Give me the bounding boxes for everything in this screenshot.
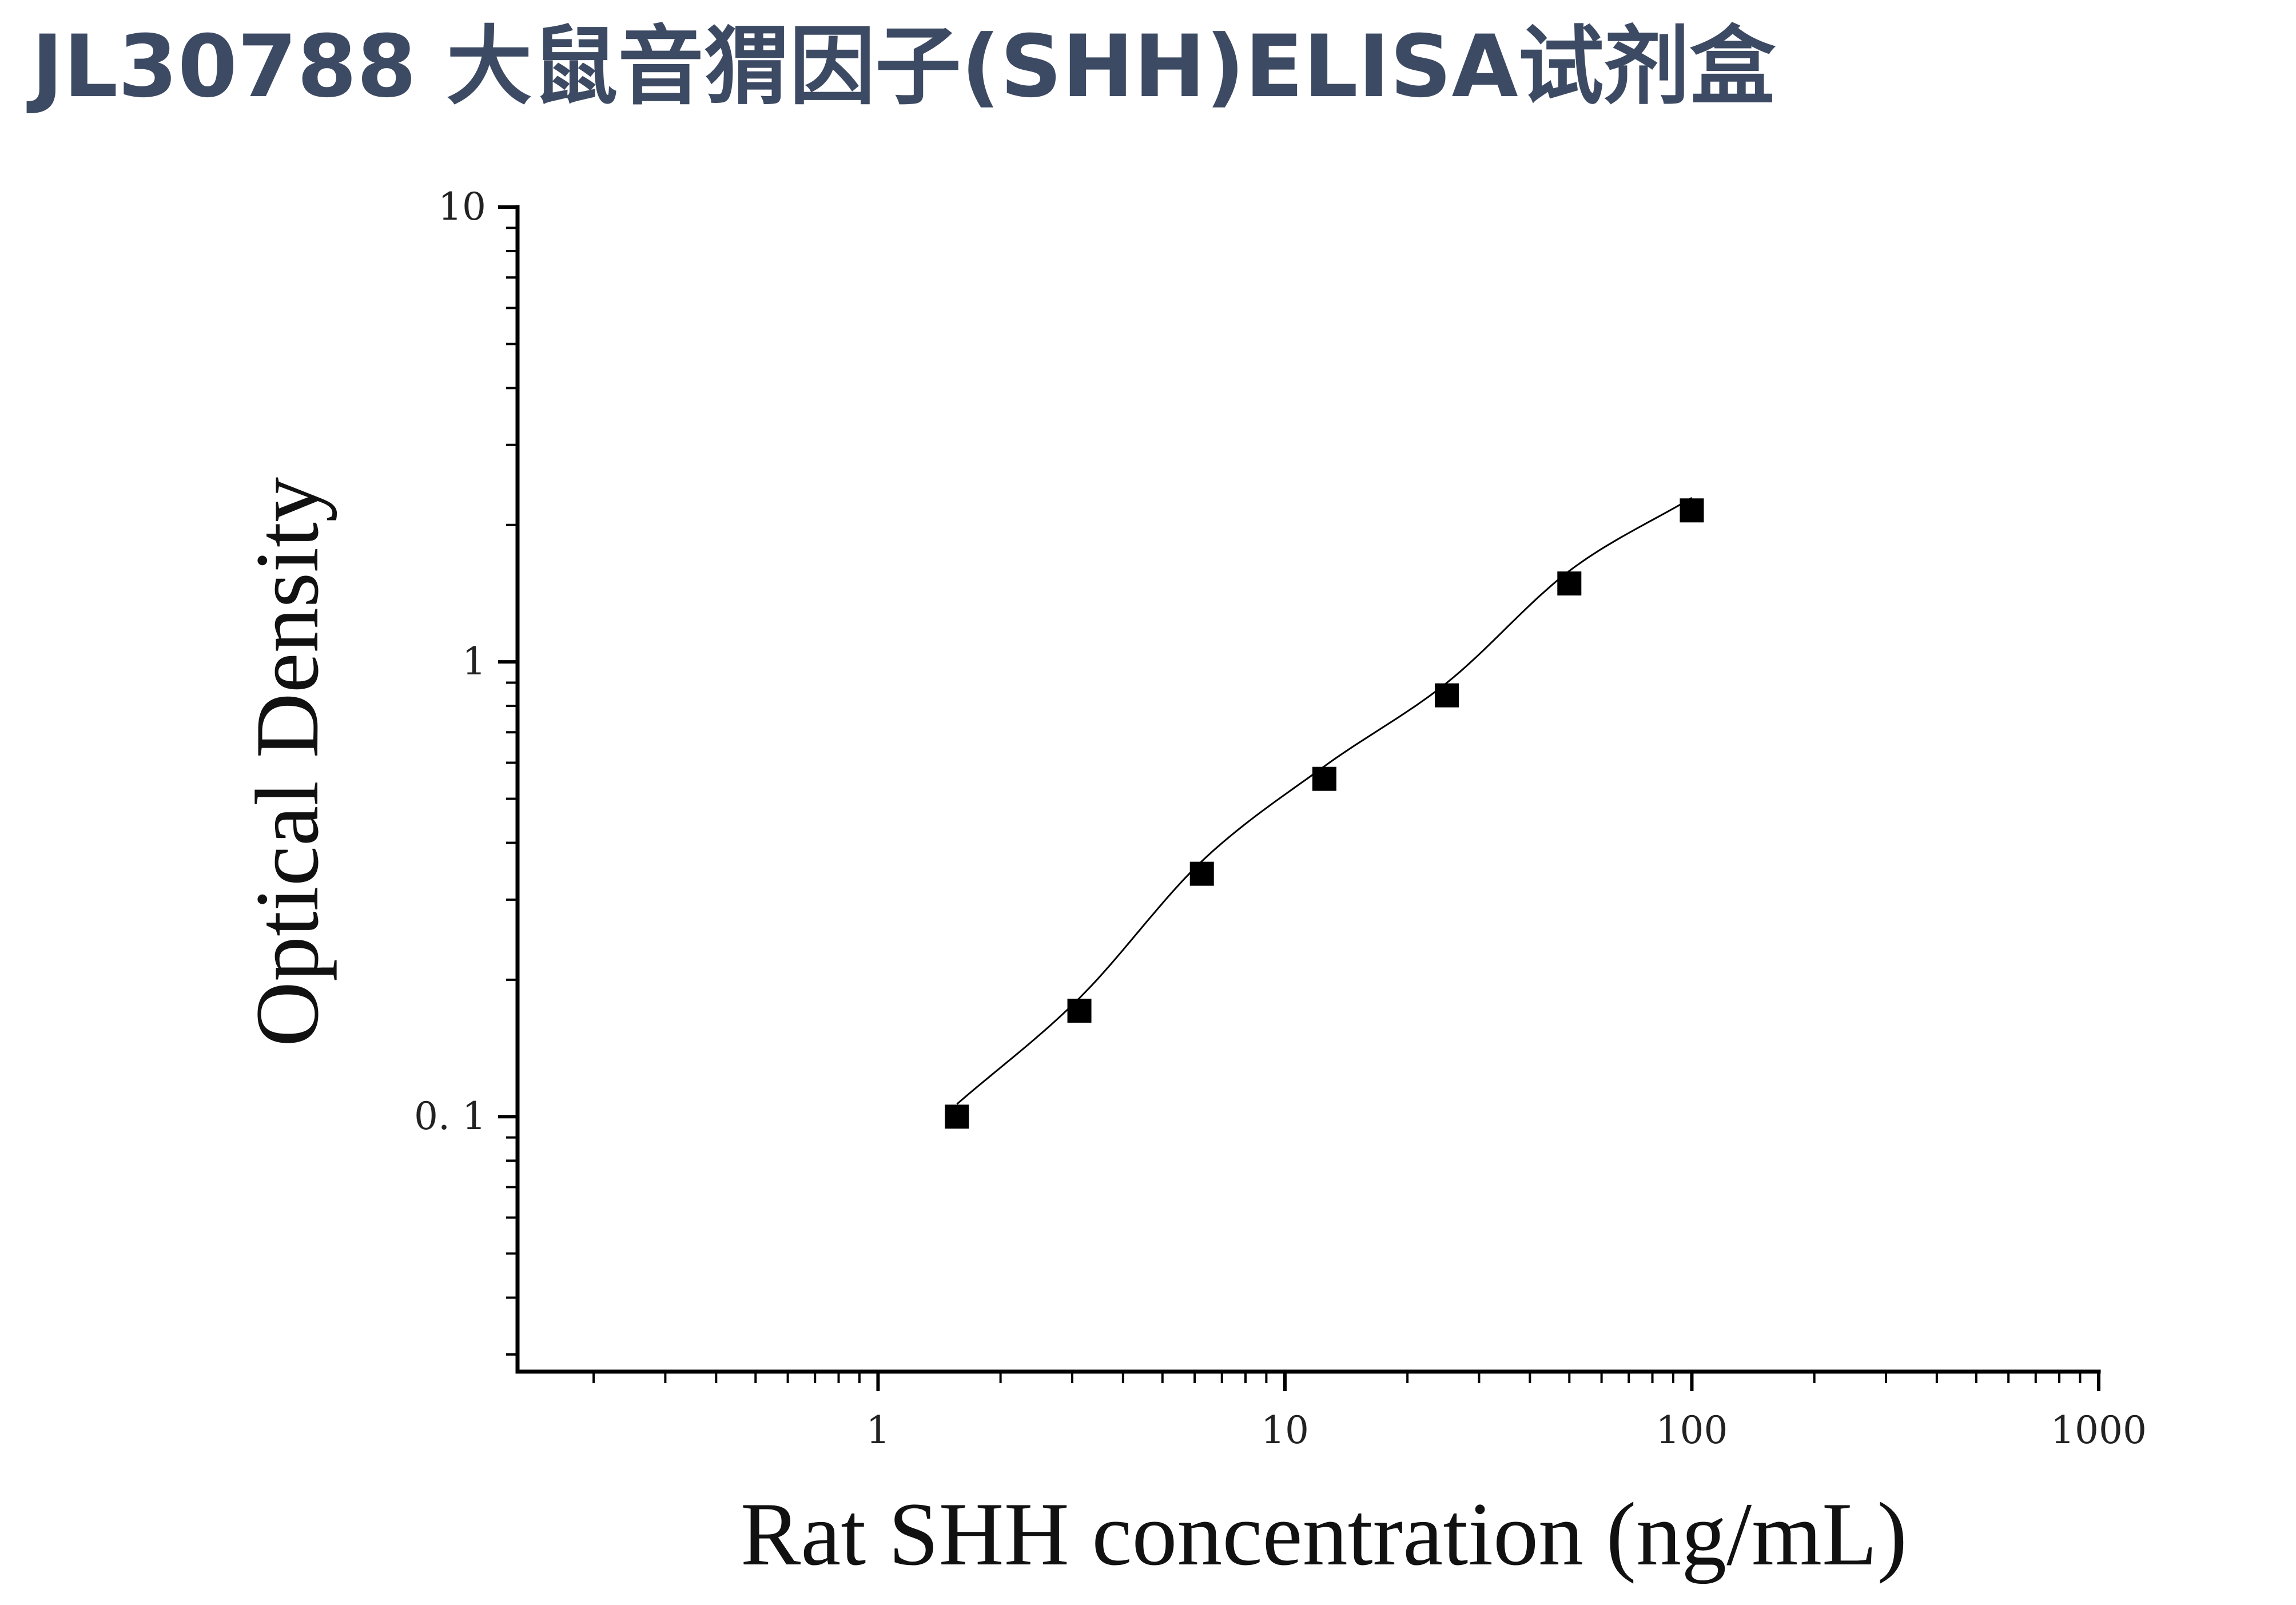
data-point (1680, 498, 1704, 523)
y-tick-label: 10 (438, 185, 486, 229)
data-point (1067, 998, 1092, 1023)
x-tick-label: 1000 (2051, 1408, 2147, 1452)
y-axis-label: Optical Density (237, 477, 337, 1047)
y-tick-label: 0. 1 (414, 1094, 486, 1138)
data-point (1557, 571, 1582, 596)
x-tick-label: 1 (866, 1408, 890, 1452)
axes (515, 205, 2101, 1374)
fit-curve (956, 497, 1693, 1105)
y-tick-label: 1 (462, 639, 486, 684)
data-point (1435, 683, 1459, 708)
x-tick-label: 100 (1656, 1408, 1728, 1452)
x-axis-label: Rat SHH concentration (ng/mL) (741, 1484, 1907, 1584)
data-point (1189, 861, 1214, 886)
fit-curve-layer (956, 497, 1693, 1105)
axis-ticks (498, 205, 2100, 1391)
x-tick-label: 10 (1261, 1408, 1309, 1452)
page-title: JL30788 大鼠音猬因子(SHH)ELISA试剂盒 (31, 17, 1776, 117)
axis-tick-labels: 1 10 100 1000 0. 1 1 10 (414, 185, 2147, 1452)
data-point (1312, 766, 1336, 791)
data-point (945, 1105, 969, 1129)
data-points (945, 498, 1704, 1129)
